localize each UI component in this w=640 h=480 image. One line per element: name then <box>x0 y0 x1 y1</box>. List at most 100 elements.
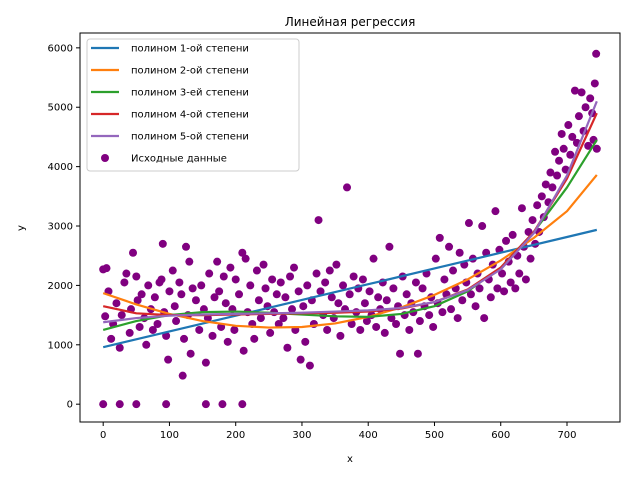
data-point <box>125 328 134 337</box>
data-point <box>182 242 191 251</box>
data-point <box>551 147 560 156</box>
data-point <box>288 305 297 314</box>
data-point <box>402 290 411 299</box>
data-point <box>112 299 121 308</box>
data-point <box>349 272 358 281</box>
data-point <box>533 201 542 210</box>
data-point <box>321 278 330 287</box>
data-point <box>148 325 157 334</box>
data-point <box>254 296 263 305</box>
data-point <box>362 317 371 326</box>
data-point <box>218 400 227 409</box>
data-point <box>360 299 369 308</box>
data-point <box>358 275 367 284</box>
data-point <box>548 183 557 192</box>
data-point <box>170 302 179 311</box>
data-point <box>385 242 394 251</box>
data-point <box>230 325 239 334</box>
data-point <box>102 264 111 273</box>
y-tick-label: 2000 <box>48 281 73 292</box>
data-point <box>132 272 141 281</box>
x-ticks: 0 100 200 300 400 500 600 700 <box>100 422 577 441</box>
data-point <box>464 219 473 228</box>
data-point <box>158 239 167 248</box>
data-point <box>252 266 261 275</box>
data-point <box>541 180 550 189</box>
data-point <box>276 278 285 287</box>
data-point <box>178 371 187 380</box>
data-point <box>380 328 389 337</box>
data-point <box>502 236 511 245</box>
x-tick-label: 100 <box>160 430 179 441</box>
data-point <box>475 284 484 293</box>
data-point <box>122 269 131 278</box>
y-tick-label: 0 <box>67 400 73 411</box>
x-axis-label: x <box>347 454 353 465</box>
data-point <box>325 266 334 275</box>
data-point <box>208 331 217 340</box>
data-point <box>411 278 420 287</box>
data-point <box>491 207 500 216</box>
data-point <box>177 290 186 299</box>
data-point <box>135 322 144 331</box>
y-tick-label: 1000 <box>48 340 73 351</box>
data-point <box>493 284 502 293</box>
data-point <box>195 325 204 334</box>
data-point <box>553 171 562 180</box>
data-point <box>201 400 210 409</box>
data-point <box>506 278 515 287</box>
data-point <box>498 269 507 278</box>
data-point <box>215 287 224 296</box>
data-point <box>413 349 422 358</box>
data-point <box>241 254 250 263</box>
data-point <box>301 337 310 346</box>
data-point <box>221 299 230 308</box>
data-point <box>157 275 166 284</box>
data-point <box>343 183 352 192</box>
data-point <box>480 314 489 323</box>
data-point <box>268 275 277 284</box>
data-point <box>239 346 248 355</box>
data-point <box>115 400 124 409</box>
data-point <box>150 293 159 302</box>
data-point <box>290 263 299 272</box>
data-point <box>425 311 434 320</box>
x-tick-label: 500 <box>425 430 444 441</box>
data-point <box>592 144 601 153</box>
data-point <box>581 103 590 112</box>
data-point <box>515 269 524 278</box>
data-point <box>396 349 405 358</box>
data-point <box>256 314 265 323</box>
data-point <box>137 290 146 299</box>
data-point <box>272 290 281 299</box>
data-point <box>365 287 374 296</box>
data-point <box>115 343 124 352</box>
data-point <box>445 242 454 251</box>
data-point <box>142 340 151 349</box>
legend-label: полином 4-ой степени <box>131 110 249 121</box>
data-point <box>555 156 564 165</box>
data-point <box>559 144 568 153</box>
data-point <box>210 293 219 302</box>
data-point <box>586 94 595 103</box>
data-point <box>566 150 575 159</box>
data-point <box>356 325 365 334</box>
y-tick-label: 6000 <box>48 43 73 54</box>
data-point <box>405 325 414 334</box>
data-point <box>213 257 222 266</box>
data-point <box>592 49 601 58</box>
data-point <box>165 287 174 296</box>
data-point <box>162 400 171 409</box>
data-point <box>286 272 295 281</box>
data-point <box>197 281 206 290</box>
data-point <box>201 358 210 367</box>
data-point <box>250 334 259 343</box>
x-tick-label: 400 <box>359 430 378 441</box>
data-point <box>429 322 438 331</box>
data-point <box>180 334 189 343</box>
data-point <box>191 296 200 305</box>
y-tick-label: 3000 <box>48 222 73 233</box>
data-point <box>517 204 526 213</box>
data-point <box>466 290 475 299</box>
